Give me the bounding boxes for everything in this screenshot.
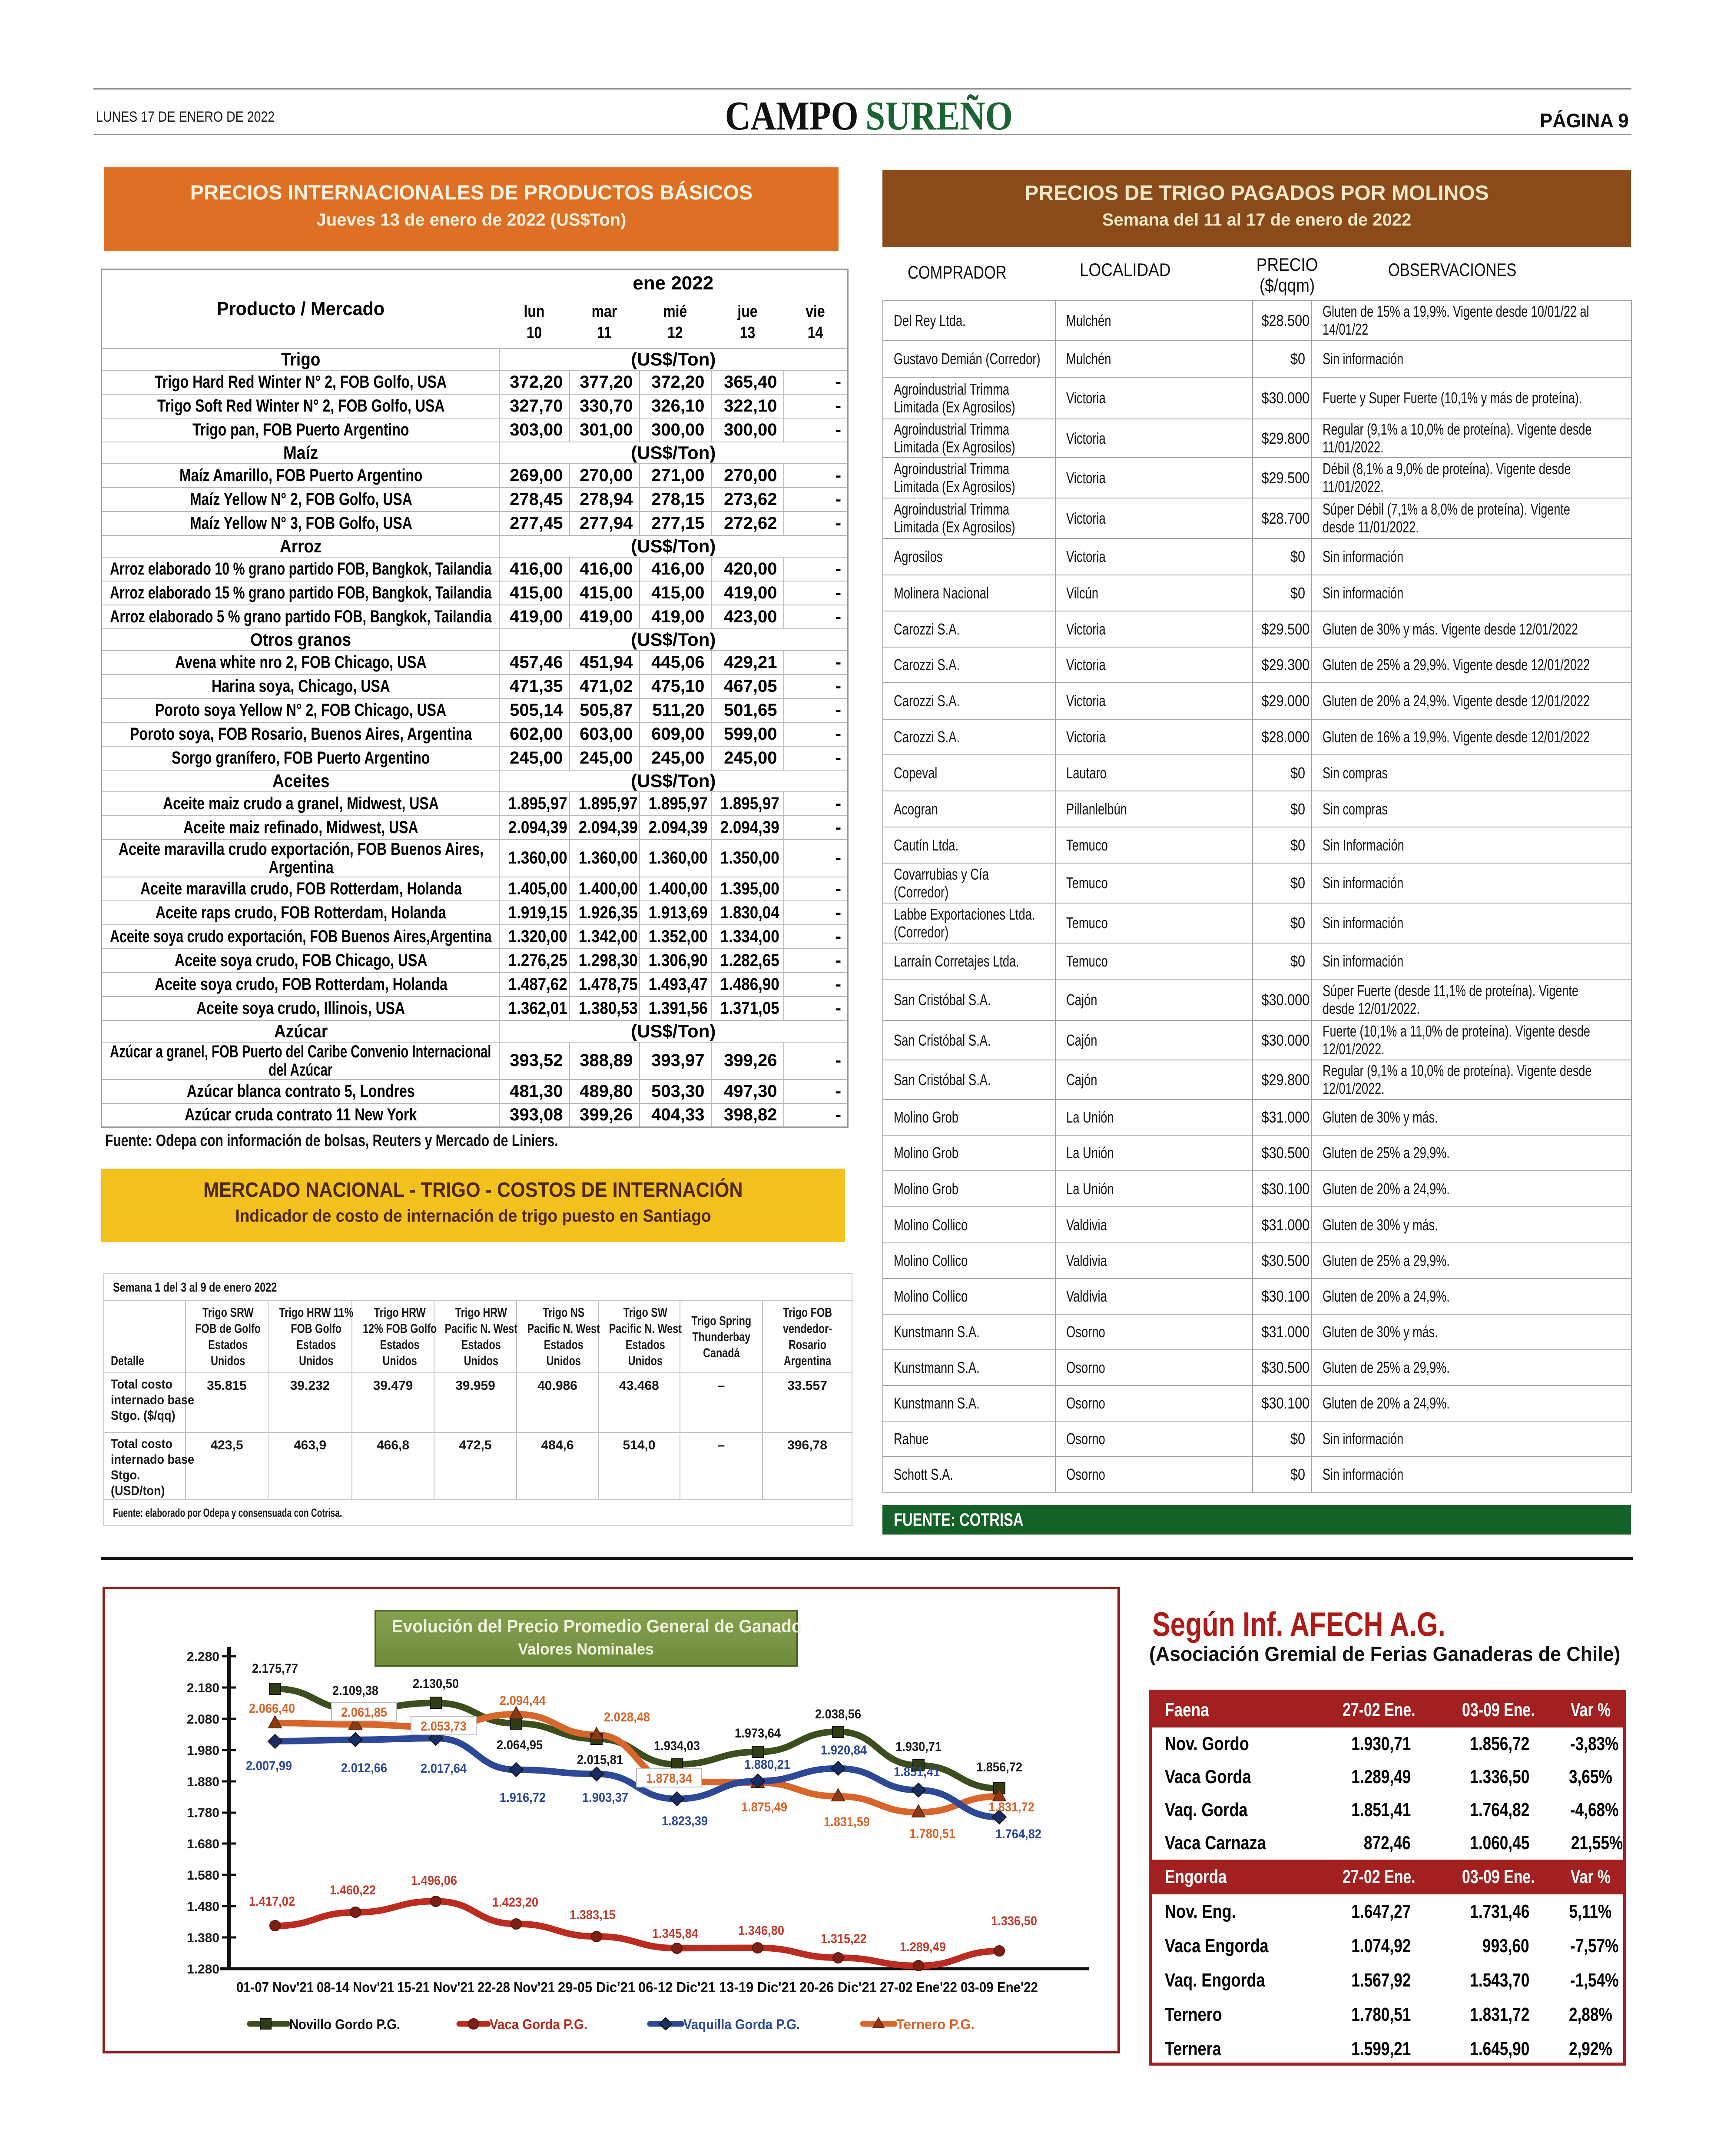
svg-text:1.680: 1.680 bbox=[187, 1837, 219, 1851]
svg-text:1.496,06: 1.496,06 bbox=[411, 1874, 457, 1888]
svg-text:06-12 Dic'21: 06-12 Dic'21 bbox=[638, 1979, 716, 1995]
svg-text:2.280: 2.280 bbox=[187, 1650, 219, 1664]
svg-text:1.851,41: 1.851,41 bbox=[894, 1765, 940, 1779]
svg-text:2.028,48: 2.028,48 bbox=[604, 1710, 650, 1724]
svg-text:01-07 Nov'21: 01-07 Nov'21 bbox=[236, 1979, 314, 1995]
svg-text:2.130,50: 2.130,50 bbox=[413, 1677, 459, 1691]
svg-text:1.856,72: 1.856,72 bbox=[976, 1760, 1022, 1774]
svg-text:1.934,03: 1.934,03 bbox=[654, 1739, 700, 1753]
svg-text:1.831,72: 1.831,72 bbox=[988, 1800, 1034, 1814]
svg-text:1.980: 1.980 bbox=[187, 1744, 219, 1758]
svg-text:1.336,50: 1.336,50 bbox=[991, 1914, 1037, 1928]
svg-text:2.053,73: 2.053,73 bbox=[421, 1719, 467, 1734]
svg-text:Novillo Gordo P.G.: Novillo Gordo P.G. bbox=[289, 2016, 400, 2032]
svg-text:22-28 Nov'21: 22-28 Nov'21 bbox=[477, 1979, 555, 1995]
svg-text:Ternero P.G.: Ternero P.G. bbox=[896, 2016, 975, 2032]
svg-text:1.880: 1.880 bbox=[187, 1775, 219, 1789]
svg-text:1.875,49: 1.875,49 bbox=[741, 1800, 787, 1814]
svg-text:2.007,99: 2.007,99 bbox=[246, 1759, 292, 1773]
svg-text:1.823,39: 1.823,39 bbox=[662, 1814, 708, 1828]
svg-text:13-19 Dic'21: 13-19 Dic'21 bbox=[719, 1979, 796, 1995]
svg-text:1.764,82: 1.764,82 bbox=[995, 1827, 1041, 1841]
svg-text:1.480: 1.480 bbox=[187, 1900, 219, 1914]
svg-text:2.080: 2.080 bbox=[187, 1712, 219, 1727]
svg-text:2.094,44: 2.094,44 bbox=[500, 1694, 546, 1708]
svg-text:2.012,66: 2.012,66 bbox=[341, 1761, 387, 1775]
svg-text:2.015,81: 2.015,81 bbox=[577, 1753, 623, 1767]
svg-text:Vaca Gorda P.G.: Vaca Gorda P.G. bbox=[490, 2016, 587, 2032]
svg-text:29-05 Dic'21: 29-05 Dic'21 bbox=[558, 1979, 635, 1995]
svg-text:1.289,49: 1.289,49 bbox=[900, 1940, 946, 1954]
svg-text:1.930,71: 1.930,71 bbox=[895, 1740, 942, 1754]
svg-text:2.038,56: 2.038,56 bbox=[815, 1707, 861, 1721]
svg-text:1.346,80: 1.346,80 bbox=[738, 1923, 784, 1938]
svg-text:2.180: 2.180 bbox=[187, 1681, 219, 1695]
svg-text:1.417,02: 1.417,02 bbox=[249, 1894, 295, 1909]
svg-text:2.175,77: 2.175,77 bbox=[252, 1661, 298, 1676]
svg-text:1.380: 1.380 bbox=[187, 1931, 219, 1945]
svg-text:1.423,20: 1.423,20 bbox=[492, 1895, 538, 1910]
svg-text:15-21 Nov'21: 15-21 Nov'21 bbox=[397, 1979, 474, 1995]
svg-text:20-26 Dic'21: 20-26 Dic'21 bbox=[799, 1979, 877, 1995]
svg-text:27-02 Ene'22: 27-02 Ene'22 bbox=[880, 1979, 957, 1995]
svg-text:Vaquilla Gorda P.G.: Vaquilla Gorda P.G. bbox=[683, 2016, 800, 2032]
svg-text:08-14 Nov'21: 08-14 Nov'21 bbox=[317, 1979, 394, 1995]
svg-text:1.345,84: 1.345,84 bbox=[652, 1927, 698, 1941]
svg-text:1.903,37: 1.903,37 bbox=[582, 1791, 628, 1805]
svg-text:1.383,15: 1.383,15 bbox=[570, 1908, 616, 1922]
svg-text:1.831,59: 1.831,59 bbox=[824, 1815, 870, 1829]
svg-text:1.880,21: 1.880,21 bbox=[744, 1757, 790, 1772]
svg-text:1.780,51: 1.780,51 bbox=[909, 1827, 955, 1841]
svg-text:2.066,40: 2.066,40 bbox=[249, 1701, 295, 1716]
svg-text:2.064,95: 2.064,95 bbox=[497, 1738, 543, 1752]
svg-text:2.061,85: 2.061,85 bbox=[341, 1705, 387, 1720]
svg-text:1.878,34: 1.878,34 bbox=[646, 1771, 692, 1786]
svg-text:1.916,72: 1.916,72 bbox=[500, 1791, 546, 1805]
svg-text:1.580: 1.580 bbox=[187, 1868, 219, 1883]
svg-text:2.017,64: 2.017,64 bbox=[421, 1761, 467, 1776]
svg-text:1.280: 1.280 bbox=[187, 1962, 219, 1977]
svg-text:1.920,84: 1.920,84 bbox=[821, 1743, 867, 1757]
svg-text:2.109,38: 2.109,38 bbox=[332, 1684, 378, 1698]
svg-text:1.973,64: 1.973,64 bbox=[735, 1726, 781, 1741]
svg-text:03-09 Ene'22: 03-09 Ene'22 bbox=[961, 1979, 1038, 1995]
svg-text:1.460,22: 1.460,22 bbox=[330, 1883, 376, 1897]
svg-text:1.315,22: 1.315,22 bbox=[821, 1932, 867, 1946]
svg-text:1.780: 1.780 bbox=[187, 1806, 219, 1820]
